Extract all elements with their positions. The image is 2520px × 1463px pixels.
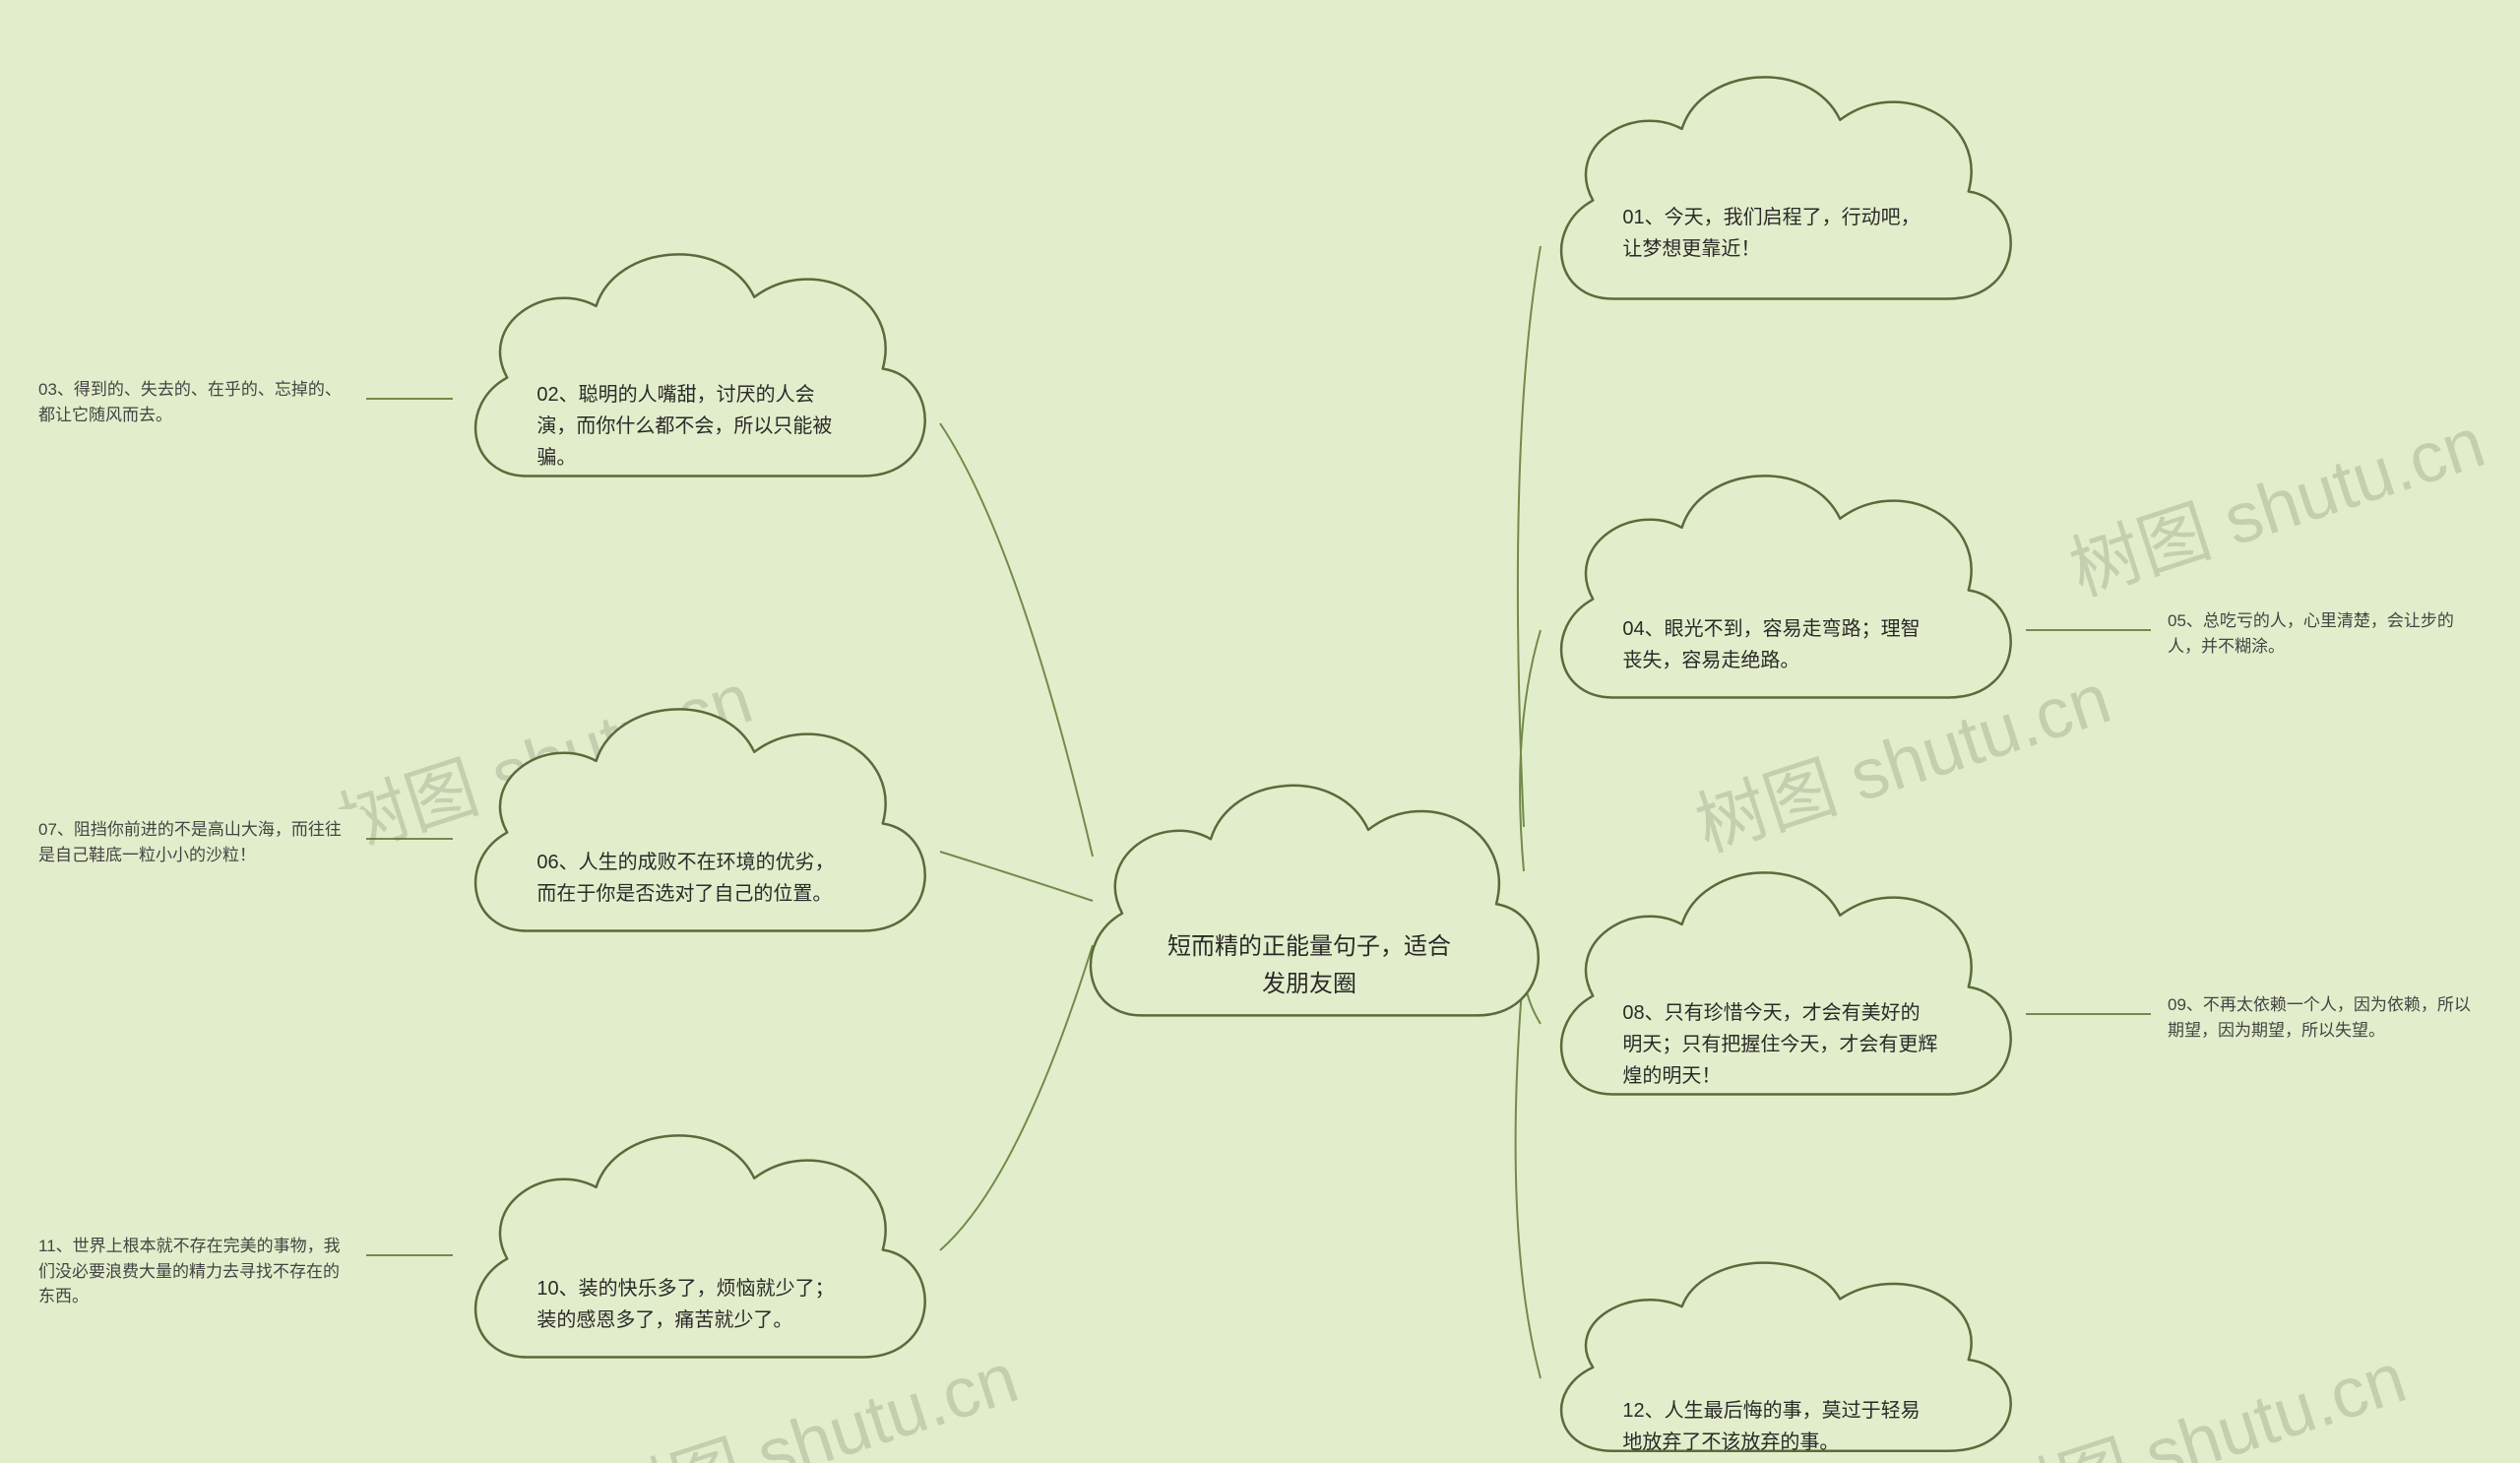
branch-text-c04: 04、眼光不到，容易走弯路；理智丧失，容易走绝路。 — [1622, 613, 1938, 676]
center-topic-text: 短而精的正能量句子，适合发朋友圈 — [1162, 928, 1457, 1004]
leaf-note-l07: 07、阻挡你前进的不是高山大海，而往往是自己鞋底一粒小小的沙粒！ — [27, 809, 366, 875]
connector-layer — [0, 0, 2520, 1463]
branch-cloud-c02: 02、聪明的人嘴甜，讨厌的人会演，而你什么都不会，所以只能被骗。 — [448, 217, 942, 530]
leaf-note-l03: 03、得到的、失去的、在乎的、忘掉的、都让它随风而去。 — [27, 369, 366, 435]
branch-text-c02: 02、聪明的人嘴甜，讨厌的人会演，而你什么都不会，所以只能被骗。 — [536, 379, 852, 474]
branch-text-c10: 10、装的快乐多了，烦恼就少了；装的感恩多了，痛苦就少了。 — [536, 1273, 852, 1336]
branch-text-c01: 01、今天，我们启程了，行动吧，让梦想更靠近！ — [1622, 202, 1938, 265]
branch-cloud-c01: 01、今天，我们启程了，行动吧，让梦想更靠近！ — [1534, 39, 2028, 352]
branch-cloud-c08: 08、只有珍惜今天，才会有美好的明天；只有把握住今天，才会有更辉煌的明天！ — [1534, 835, 2028, 1148]
leaf-note-l11: 11、世界上根本就不存在完美的事物，我们没必要浪费大量的精力去寻找不存在的东西。 — [27, 1226, 366, 1317]
branch-cloud-c06: 06、人生的成败不在环境的优劣，而在于你是否选对了自己的位置。 — [448, 671, 942, 985]
branch-cloud-c10: 10、装的快乐多了，烦恼就少了；装的感恩多了，痛苦就少了。 — [448, 1098, 942, 1411]
mindmap-canvas: 树图 shutu.cn树图 shutu.cn树图 shutu.cn树图 shut… — [0, 0, 2520, 1463]
branch-cloud-c04: 04、眼光不到，容易走弯路；理智丧失，容易走绝路。 — [1534, 438, 2028, 751]
center-topic-cloud: 短而精的正能量句子，适合发朋友圈 — [1063, 746, 1555, 1071]
branch-cloud-c12: 12、人生最后悔的事，莫过于轻易地放弃了不该放弃的事。 — [1534, 1231, 2028, 1463]
branch-text-c08: 08、只有珍惜今天，才会有美好的明天；只有把握住今天，才会有更辉煌的明天！ — [1622, 997, 1938, 1092]
branch-text-c06: 06、人生的成败不在环境的优劣，而在于你是否选对了自己的位置。 — [536, 847, 852, 910]
leaf-note-l05: 05、总吃亏的人，心里清楚，会让步的人，并不糊涂。 — [2156, 601, 2495, 667]
leaf-note-l09: 09、不再太依赖一个人，因为依赖，所以期望，因为期望，所以失望。 — [2156, 985, 2495, 1050]
branch-text-c12: 12、人生最后悔的事，莫过于轻易地放弃了不该放弃的事。 — [1622, 1395, 1938, 1458]
